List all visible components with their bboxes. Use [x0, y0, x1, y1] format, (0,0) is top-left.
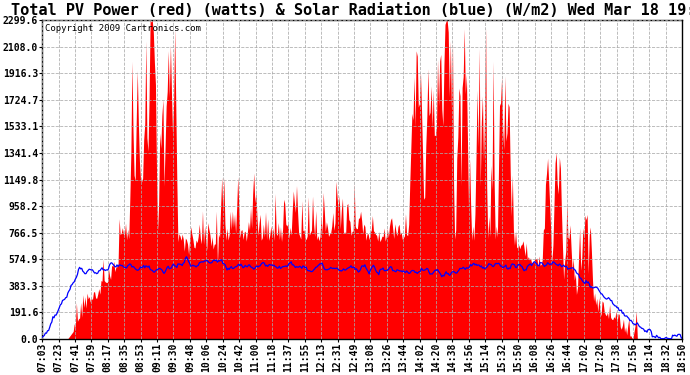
Title: Total PV Power (red) (watts) & Solar Radiation (blue) (W/m2) Wed Mar 18 19:04: Total PV Power (red) (watts) & Solar Rad…: [11, 3, 690, 18]
Text: Copyright 2009 Cartronics.com: Copyright 2009 Cartronics.com: [46, 24, 201, 33]
